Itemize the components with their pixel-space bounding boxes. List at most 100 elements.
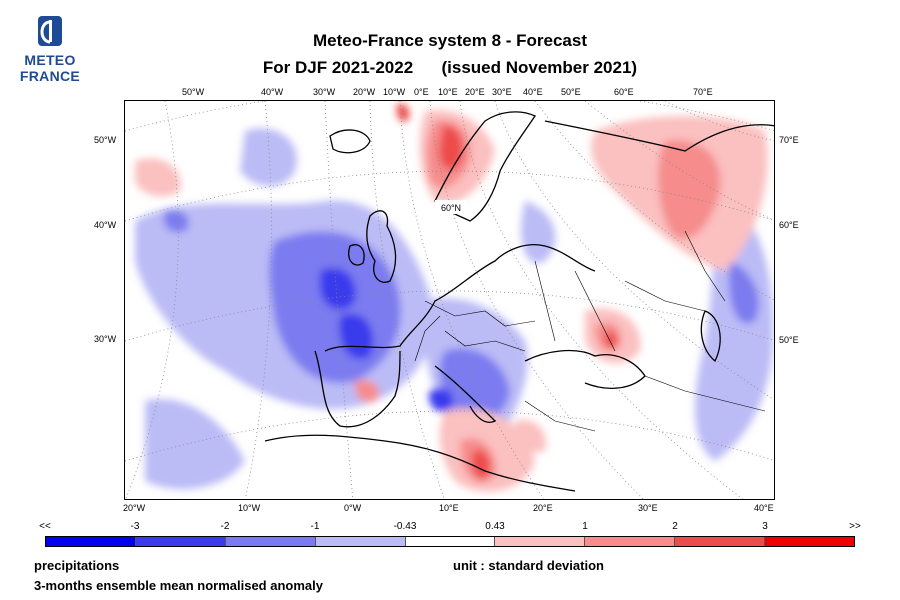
anomaly-region-dark-blue <box>320 267 356 310</box>
top-lon-label: 0°E <box>414 87 429 97</box>
top-lon-label: 10°W <box>383 87 406 97</box>
legend-label: 1 <box>582 521 588 532</box>
left-lat-label: 40°W <box>94 220 117 230</box>
top-lon-label: 30°W <box>313 87 336 97</box>
top-lon-label: 10°E <box>438 87 458 97</box>
anomaly-region-medium-red <box>658 140 721 239</box>
graticule-line <box>534 101 774 301</box>
top-lon-label: 70°E <box>693 87 713 97</box>
legend-swatch <box>46 537 136 546</box>
graticule-line <box>125 290 774 342</box>
legend-label: 0.43 <box>485 521 505 532</box>
anomaly-map: 60°N <box>124 100 775 500</box>
bottom-lon-label: 0°W <box>344 503 362 513</box>
legend-end-label-low: << <box>39 521 51 532</box>
legend-swatch <box>225 537 316 546</box>
top-lon-label: 40°W <box>261 87 284 97</box>
coastline-balkans-black-sea <box>524 349 646 389</box>
top-lon-label: 40°E <box>523 87 543 97</box>
top-lon-label: 20°W <box>353 87 376 97</box>
bottom-lon-label: 10°E <box>439 503 459 513</box>
inner-label-bg <box>435 200 467 214</box>
border <box>424 300 536 327</box>
legend-swatch <box>585 537 676 546</box>
bottom-lon-label: 40°E <box>754 503 774 513</box>
bottom-lon-label: 30°E <box>638 503 658 513</box>
legend-swatch <box>675 537 766 546</box>
top-lon-label: 30°E <box>492 87 512 97</box>
coastlines <box>264 111 774 492</box>
legend-swatch <box>495 537 586 546</box>
left-lat-label: 50°W <box>94 135 117 145</box>
legend-swatch <box>765 537 855 546</box>
inner-lat-label: 60°N <box>441 203 461 213</box>
top-lon-label: 50°E <box>561 87 581 97</box>
logo-text-line1: METEO <box>24 52 76 68</box>
legend-label: 2 <box>672 521 678 532</box>
logo-emblem-icon <box>38 16 62 46</box>
chart-subtitle: For DJF 2021-2022 (issued November 2021) <box>262 58 638 77</box>
coastline-north-africa <box>264 434 576 492</box>
borders <box>414 230 766 432</box>
anomaly-region-light-red <box>135 158 181 197</box>
anomaly-fields <box>135 103 774 492</box>
graticule-line <box>399 101 545 499</box>
graticule-line <box>244 101 273 499</box>
border <box>444 330 526 352</box>
anomaly-region-light-blue <box>240 128 297 186</box>
anomaly-region-light-blue <box>521 201 556 263</box>
legend-label: -1 <box>310 521 320 532</box>
coastline-europe <box>324 244 596 352</box>
border <box>534 260 556 342</box>
border <box>644 375 766 412</box>
legend-color-bar <box>45 536 855 547</box>
coastline-great-britain <box>366 210 397 283</box>
coastline-italy <box>434 365 497 423</box>
border <box>414 315 441 362</box>
legend-swatch <box>315 537 406 546</box>
left-lat-label: 30°W <box>94 334 117 344</box>
border <box>684 230 726 302</box>
anomaly-region-light-blue <box>145 399 245 490</box>
bottom-lon-label: 20°E <box>533 503 553 513</box>
anomaly-region-dark-red <box>396 103 410 122</box>
legend-label: 3 <box>762 521 768 532</box>
graticule-line <box>324 101 354 499</box>
anomaly-region-medium-blue <box>729 261 759 324</box>
bottom-lon-label: 10°W <box>238 503 261 513</box>
legend-label: -3 <box>130 521 140 532</box>
coastline-ireland <box>348 244 365 266</box>
border <box>574 270 616 352</box>
graticule-line <box>584 101 774 221</box>
anomaly-region-medium-blue <box>163 210 189 233</box>
legend-end-label-high: >> <box>849 521 861 532</box>
anomaly-region-dark-blue <box>429 387 454 413</box>
anomaly-region-light-red <box>515 420 546 453</box>
legend-label: -2 <box>220 521 230 532</box>
graticule-line <box>125 170 774 222</box>
meteo-france-logo: METEO FRANCE <box>14 14 86 86</box>
anomaly-region-medium-blue <box>439 348 510 422</box>
legend-swatch <box>405 537 496 546</box>
border <box>624 280 706 312</box>
anomaly-map-svg: 60°N <box>125 101 774 499</box>
unit-label: unit : standard deviation <box>453 558 604 573</box>
graticule-line <box>125 410 774 462</box>
top-lon-label: 50°W <box>182 87 205 97</box>
anomaly-region-dark-red <box>439 125 463 170</box>
anomaly-region-dark-blue <box>339 313 374 360</box>
variable-label: precipitations <box>34 558 120 573</box>
top-lon-label: 60°E <box>614 87 634 97</box>
graticule <box>125 101 774 499</box>
border <box>524 400 596 432</box>
coastline-scandinavia <box>434 111 536 222</box>
right-lat-label: 50°E <box>779 335 799 345</box>
bottom-lon-label: 20°W <box>123 503 146 513</box>
anomaly-region-medium-red <box>354 380 379 403</box>
coastline-iceland <box>329 129 371 154</box>
graticule-line <box>459 101 744 499</box>
coastline-caspian <box>700 310 721 363</box>
logo-text-line2: FRANCE <box>19 68 81 84</box>
coastline-russia-north <box>544 120 774 152</box>
chart-title: Meteo-France system 8 - Forecast <box>313 31 587 50</box>
